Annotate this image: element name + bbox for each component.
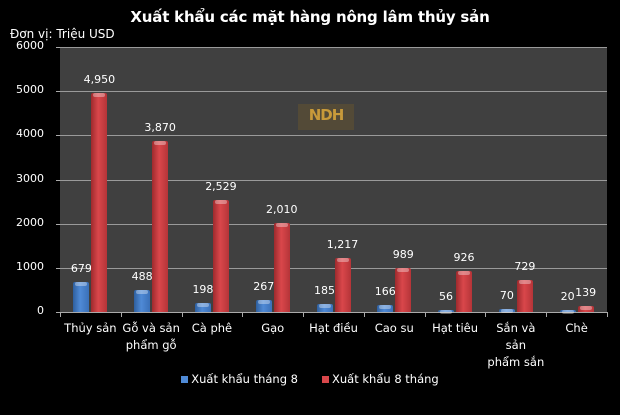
unit-label: Đơn vị: Triệu USD <box>10 27 115 41</box>
y-tick-mark <box>56 179 60 181</box>
bar-monthly <box>134 290 151 312</box>
bar-monthly <box>377 304 394 312</box>
y-tick-label: 2000 <box>16 215 44 229</box>
y-tick-label: 3000 <box>16 171 44 185</box>
value-label: 2,529 <box>205 180 237 194</box>
x-category-label: Hạt điều <box>309 321 358 335</box>
x-category-label: Chè <box>565 321 588 335</box>
bar-cumulative <box>152 141 169 312</box>
bar-cumulative <box>212 200 229 312</box>
gridline <box>60 223 607 225</box>
x-category-label: Gỗ và sản phẩm gỗ <box>122 321 180 352</box>
bar-cumulative <box>91 93 108 312</box>
value-label: 679 <box>70 262 92 275</box>
bar-monthly <box>255 300 272 312</box>
bar-cumulative <box>273 223 290 312</box>
y-tick-mark <box>56 223 60 225</box>
legend-label: Xuất khẩu 8 tháng <box>332 372 439 386</box>
y-tick-mark <box>56 91 60 93</box>
bar-monthly <box>73 282 90 312</box>
gridline <box>60 47 607 48</box>
bar-monthly <box>498 308 515 314</box>
value-label: 20 <box>560 290 575 303</box>
bar-monthly <box>438 309 455 315</box>
y-tick-label: 6000 <box>16 39 44 52</box>
value-label: 198 <box>192 283 214 297</box>
bar-cumulative <box>334 258 351 312</box>
legend-label: Xuất khẩu tháng 8 <box>191 372 298 386</box>
legend-item-cumulative: Xuất khẩu 8 tháng <box>322 372 439 386</box>
value-label: 926 <box>453 251 475 265</box>
value-label: 1,217 <box>326 238 359 252</box>
y-tick-mark <box>56 312 60 313</box>
x-tick-mark <box>120 312 122 317</box>
value-label: 729 <box>514 259 536 273</box>
x-category-label: Thủy sản <box>64 321 117 335</box>
x-category-label: Cà phê <box>191 321 233 335</box>
x-category-label: Sắn và sản phẩm sắn <box>487 321 545 369</box>
value-label: 267 <box>253 280 275 294</box>
x-category-label: Gạo <box>261 321 285 335</box>
x-tick-mark <box>242 312 244 317</box>
legend-item-monthly: Xuất khẩu tháng 8 <box>181 372 298 386</box>
value-label: 56 <box>439 289 454 303</box>
value-label: 989 <box>392 248 414 262</box>
gridline <box>60 135 607 137</box>
gridline <box>60 91 607 93</box>
gridline <box>60 267 607 269</box>
x-tick-mark <box>607 312 608 317</box>
plot-area: NDH <box>60 47 607 312</box>
x-category-label: Hạt tiêu <box>432 321 479 335</box>
red-square-icon <box>322 375 329 383</box>
value-label: 2,010 <box>265 203 298 217</box>
value-label: 3,870 <box>144 121 176 135</box>
value-label: 139 <box>575 285 597 299</box>
ndh-watermark-logo: NDH <box>298 104 354 130</box>
x-tick-mark <box>424 312 426 317</box>
x-tick-mark <box>181 312 183 317</box>
x-tick-mark <box>485 312 487 317</box>
value-label: 185 <box>314 283 335 297</box>
bar-cumulative <box>395 268 412 312</box>
x-tick-mark <box>363 312 365 317</box>
y-tick-mark <box>56 135 60 137</box>
y-tick-label: 0 <box>37 304 44 317</box>
y-tick-label: 1000 <box>16 259 44 273</box>
x-tick-mark <box>546 312 548 317</box>
x-category-label: Cao su <box>374 321 414 335</box>
gridline <box>60 179 607 181</box>
legend: Xuất khẩu tháng 8 Xuất khẩu 8 tháng <box>0 372 620 386</box>
value-label: 4,950 <box>83 73 116 87</box>
bar-cumulative <box>577 305 594 312</box>
x-tick-mark <box>303 312 305 317</box>
y-tick-label: 5000 <box>16 83 44 97</box>
blue-square-icon <box>181 375 189 383</box>
y-tick-mark <box>56 47 60 48</box>
bar-cumulative <box>456 271 473 312</box>
value-label: 488 <box>131 270 153 284</box>
bar-cumulative <box>516 279 533 312</box>
x-tick-mark <box>60 312 61 317</box>
bar-monthly <box>194 303 211 312</box>
bar-monthly <box>559 310 576 314</box>
y-tick-label: 4000 <box>16 127 44 141</box>
x-axis <box>60 312 607 313</box>
chart-title: Xuất khẩu các mặt hàng nông lâm thủy sản <box>130 8 490 26</box>
value-label: 166 <box>374 284 396 298</box>
bar-monthly <box>316 303 333 312</box>
y-tick-mark <box>56 267 60 269</box>
value-label: 70 <box>499 288 514 302</box>
